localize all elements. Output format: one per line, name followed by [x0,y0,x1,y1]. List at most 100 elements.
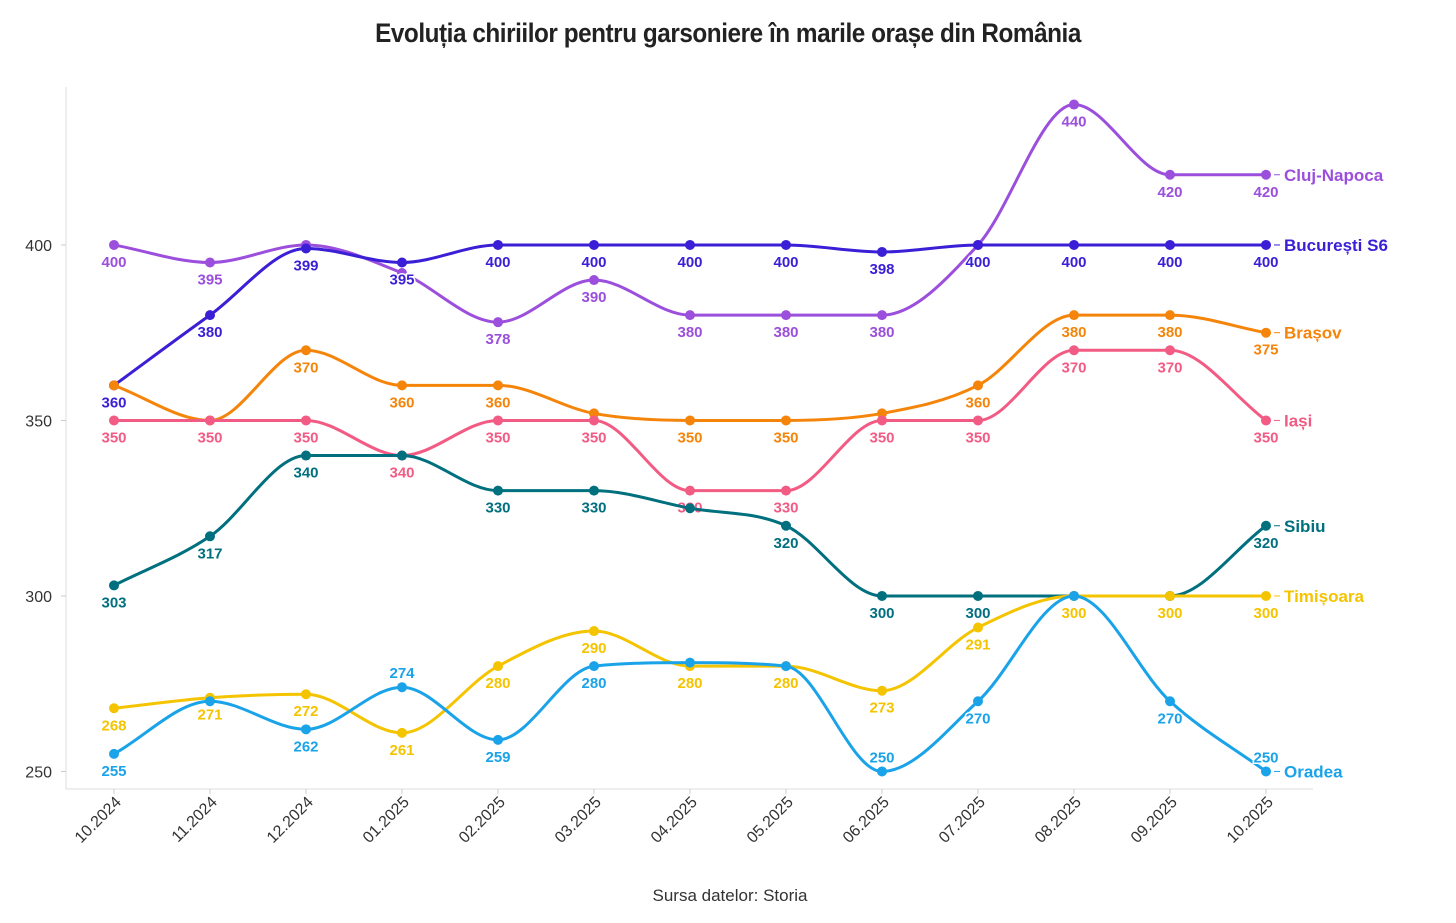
data-point [1261,415,1271,426]
data-point [589,275,599,286]
data-point [781,485,791,496]
data-point [205,415,215,426]
data-point [397,257,407,268]
data-label: 400 [773,254,798,271]
series-bucure-ti-s6: 360 380 399 395 400 400 400 400 398 400 400 400 400 B… [100,236,1388,413]
data-point [685,503,695,514]
data-point [781,520,791,531]
data-point [877,415,887,426]
data-point [109,703,119,714]
data-point [877,590,887,601]
data-label: 291 [965,637,990,654]
data-label: 350 [293,429,318,446]
data-label: 273 [869,700,894,717]
data-label: 350 [869,429,894,446]
x-tick-label: 08.2025 [1032,794,1085,847]
data-point [877,310,887,321]
data-point [1165,239,1175,250]
data-label: 400 [485,254,510,271]
x-tick-label: 07.2025 [936,794,989,847]
data-label: 420 [1253,184,1278,201]
data-label: 261 [389,742,414,759]
data-label: 270 [1157,710,1182,727]
data-label: 380 [1157,324,1182,341]
data-point [493,317,503,328]
data-point [109,748,119,759]
data-point [1261,169,1271,180]
data-point [781,661,791,672]
data-point [397,450,407,461]
data-point [781,239,791,250]
data-point [589,626,599,637]
data-label: 270 [965,710,990,727]
source-note: Sursa datelor: Storia [652,886,808,905]
data-point [877,246,887,257]
x-tick-label: 11.2024 [169,794,221,846]
data-label: 360 [485,394,510,411]
data-point [877,685,887,696]
data-label: 420 [1157,184,1182,201]
data-label: 250 [1253,749,1278,766]
data-point [589,239,599,250]
data-point [205,696,215,707]
data-label: 330 [773,500,798,517]
data-point [1261,766,1271,777]
data-point [493,380,503,391]
data-point [1165,590,1175,601]
data-label: 360 [389,394,414,411]
data-point [1069,590,1079,601]
data-point [973,696,983,707]
series-cluj-napoca: 400 395 378 390 380 380 380 440 420 420 Cluj-Napoc… [100,99,1384,350]
data-point [973,590,983,601]
x-tick-label: 10.2024 [72,794,125,847]
data-label: 380 [773,324,798,341]
data-label: 259 [485,749,510,766]
x-tick-label: 12.2024 [264,794,317,847]
data-point [1165,696,1175,707]
data-point [589,661,599,672]
data-label: 400 [1061,254,1086,271]
data-point [1261,327,1271,338]
y-tick-label: 350 [25,413,52,430]
data-label: 300 [1061,605,1086,622]
data-label: 350 [1253,429,1278,446]
data-point [685,657,695,668]
data-point [589,408,599,419]
data-point [685,239,695,250]
data-label: 280 [773,675,798,692]
data-point [1069,239,1079,250]
data-label: 380 [869,324,894,341]
series-name-label: Cluj-Napoca [1284,166,1384,185]
data-label: 400 [1157,254,1182,271]
data-point [301,689,311,700]
data-label: 360 [965,394,990,411]
data-label: 255 [101,763,126,780]
data-point [301,243,311,254]
x-tick-label: 01.2025 [360,794,413,847]
data-point [397,380,407,391]
x-tick-label: 09.2025 [1128,794,1181,847]
x-tick-label: 04.2025 [648,794,701,847]
series-line [113,103,1266,324]
data-point [973,239,983,250]
data-label: 272 [293,703,318,720]
data-label: 350 [485,429,510,446]
data-point [493,239,503,250]
series-name-label: București S6 [1284,236,1388,255]
data-point [397,727,407,738]
data-point [973,622,983,633]
data-label: 370 [293,359,318,376]
y-tick-label: 250 [25,764,52,781]
data-label: 350 [677,429,702,446]
data-label: 440 [1061,114,1086,131]
series-timi-oara: 268 271 272 261 280 290 280 280 273 291 300 300 300 T… [100,587,1365,760]
data-point [109,239,119,250]
data-label: 350 [965,429,990,446]
data-point [877,766,887,777]
data-point [1261,239,1271,250]
data-label: 370 [1157,359,1182,376]
series-name-label: Timișoara [1284,587,1365,606]
x-tick-label: 10.2025 [1224,794,1277,847]
data-label: 340 [389,465,414,482]
